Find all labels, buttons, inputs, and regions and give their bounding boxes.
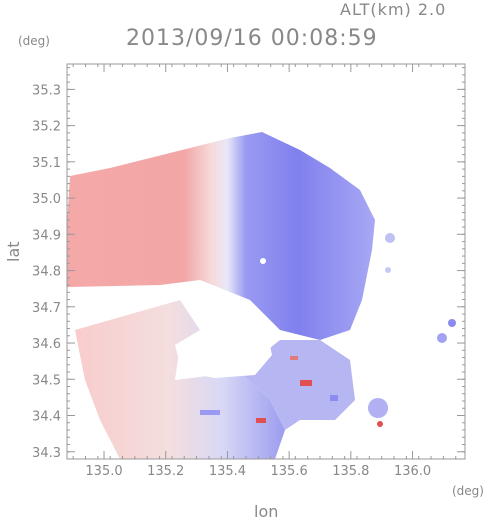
scattered-echo	[290, 356, 298, 360]
southwest-echo-region	[75, 300, 285, 459]
y-unit-label: (deg)	[18, 34, 50, 48]
y-tick-label: 35.3	[32, 83, 61, 98]
x-tick-label: 136.0	[394, 464, 431, 479]
scattered-echo	[330, 395, 338, 401]
no-echo-hole	[175, 325, 272, 378]
radar-site	[260, 258, 266, 264]
x-tick-label: 135.8	[332, 464, 369, 479]
scattered-echo	[368, 398, 388, 418]
scattered-echo	[385, 233, 395, 243]
y-tick-label: 34.5	[32, 373, 61, 388]
scattered-echo	[377, 421, 383, 427]
y-tick-label: 34.4	[32, 410, 61, 425]
scattered-echo	[437, 333, 447, 343]
scattered-echo	[448, 319, 456, 327]
scattered-echo	[256, 418, 266, 423]
y-tick-label: 34.7	[32, 301, 61, 316]
x-tick-label: 135.2	[147, 464, 184, 479]
central-south-echo-region	[240, 340, 355, 430]
x-axis: 135.0 135.2 135.4 135.6 135.8 136.0	[72, 64, 457, 479]
y-axis: 34.3 34.4 34.5 34.6 34.7 34.8 34.9 35.0 35.1 35.2…	[32, 67, 465, 461]
scattered-echo	[385, 267, 391, 273]
north-echo-region	[67, 132, 375, 340]
plot-frame	[66, 63, 466, 460]
x-tick-label: 135.0	[85, 464, 122, 479]
y-tick-label: 34.6	[32, 337, 61, 352]
y-tick-label: 35.1	[32, 156, 61, 171]
y-tick-label: 34.8	[32, 265, 61, 280]
y-tick-label: 34.3	[32, 446, 61, 461]
altitude-label: ALT(km) 2.0	[340, 0, 447, 19]
velocity-field	[67, 132, 456, 459]
y-tick-label: 35.2	[32, 120, 61, 135]
scattered-echo	[200, 410, 220, 415]
x-tick-label: 135.4	[209, 464, 246, 479]
chart-title: 2013/09/16 00:08:59	[126, 26, 378, 51]
y-tick-label: 35.0	[32, 192, 61, 207]
x-unit-label: (deg)	[452, 484, 484, 498]
y-tick-label: 34.9	[32, 228, 61, 243]
scattered-echo	[300, 380, 312, 386]
x-axis-label: lon	[254, 502, 279, 521]
x-tick-label: 135.6	[271, 464, 308, 479]
